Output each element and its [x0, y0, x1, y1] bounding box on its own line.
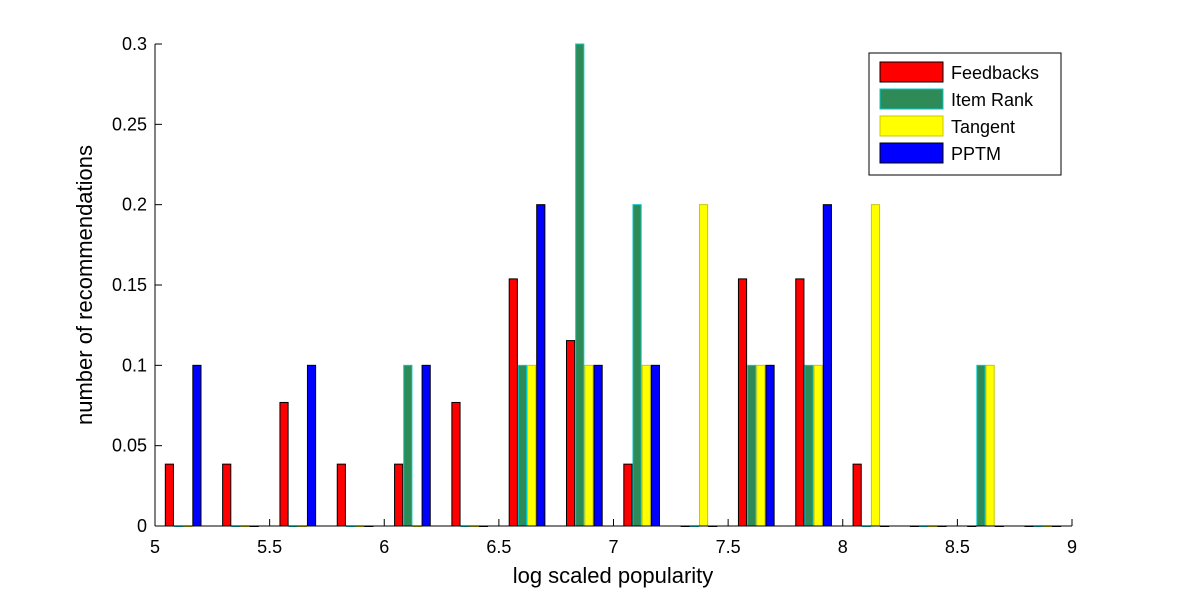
x-tick-label: 8 — [838, 537, 848, 557]
bar-feedbacks-5 — [451, 401, 461, 527]
bar-feedbacks-2 — [279, 401, 289, 527]
bar-feedbacks-12 — [852, 463, 862, 527]
legend-label-item-rank: Item Rank — [951, 90, 1034, 110]
bar-tangent-6 — [527, 364, 537, 527]
legend-label-feedbacks: Feedbacks — [951, 63, 1039, 83]
bar-pptm-10 — [765, 364, 775, 527]
x-tick-label: 5.5 — [257, 537, 282, 557]
bar-pptm-8 — [650, 364, 660, 527]
y-tick-label: 0.1 — [122, 355, 147, 375]
x-tick-label: 6.5 — [486, 537, 511, 557]
bar-tangent-12 — [870, 204, 881, 527]
bar-item-rank-11 — [804, 364, 814, 527]
bar-tangent-7 — [584, 364, 594, 527]
x-tick-label: 8.5 — [945, 537, 970, 557]
bar-pptm-0 — [192, 364, 202, 527]
x-ticks-group: 5 5.5 6 6.5 7 7.5 8 8.5 9 — [150, 519, 1077, 557]
bar-item-rank-4 — [403, 364, 413, 527]
bar-feedbacks-0 — [164, 463, 174, 527]
bar-pptm-11 — [822, 204, 832, 527]
legend-swatch-tangent — [879, 115, 944, 137]
bar-tangent-10 — [756, 364, 766, 527]
y-axis-title: number of recommendations — [72, 145, 97, 425]
bar-pptm-2 — [306, 364, 317, 527]
bar-item-rank-14 — [976, 364, 986, 527]
y-tick-label: 0 — [137, 516, 147, 536]
bar-feedbacks-8 — [623, 463, 633, 527]
legend-swatch-feedbacks — [879, 61, 944, 83]
y-tick-label: 0.25 — [112, 114, 147, 134]
x-tick-label: 7.5 — [716, 537, 741, 557]
bar-item-rank-8 — [632, 204, 642, 527]
legend-swatch-item-rank — [879, 88, 944, 110]
bar-feedbacks-4 — [394, 463, 404, 527]
bar-tangent-11 — [813, 364, 823, 527]
bar-feedbacks-3 — [336, 463, 346, 527]
legend-label-pptm: PPTM — [951, 144, 1001, 164]
y-tick-label: 0.3 — [122, 34, 147, 54]
x-axis-title: log scaled popularity — [513, 563, 714, 588]
bar-item-rank-10 — [747, 364, 757, 527]
y-tick-label: 0.2 — [122, 195, 147, 215]
y-ticks-group: 0 0.05 0.1 0.15 0.2 0.25 0.3 — [112, 34, 162, 536]
bar-feedbacks-6 — [508, 278, 518, 527]
bar-tangent-14 — [985, 364, 995, 527]
legend: Feedbacks Item Rank Tangent PPTM — [868, 52, 1062, 176]
bar-pptm-7 — [593, 364, 603, 527]
bar-pptm-4 — [421, 364, 431, 527]
x-tick-label: 9 — [1067, 537, 1077, 557]
legend-swatch-pptm — [879, 142, 944, 164]
bar-pptm-6 — [536, 204, 546, 527]
x-tick-label: 7 — [608, 537, 618, 557]
x-tick-label: 6 — [379, 537, 389, 557]
bar-feedbacks-7 — [566, 340, 576, 527]
bar-item-rank-7 — [575, 43, 585, 527]
bar-feedbacks-10 — [737, 278, 748, 527]
y-tick-label: 0.05 — [112, 436, 147, 456]
bar-tangent-9 — [698, 204, 709, 527]
bar-feedbacks-11 — [795, 278, 805, 527]
bar-feedbacks-1 — [222, 463, 232, 527]
legend-label-tangent: Tangent — [951, 117, 1015, 137]
bar-item-rank-6 — [517, 364, 528, 527]
x-tick-label: 5 — [150, 537, 160, 557]
y-tick-label: 0.15 — [112, 275, 147, 295]
bar-tangent-8 — [641, 364, 651, 527]
